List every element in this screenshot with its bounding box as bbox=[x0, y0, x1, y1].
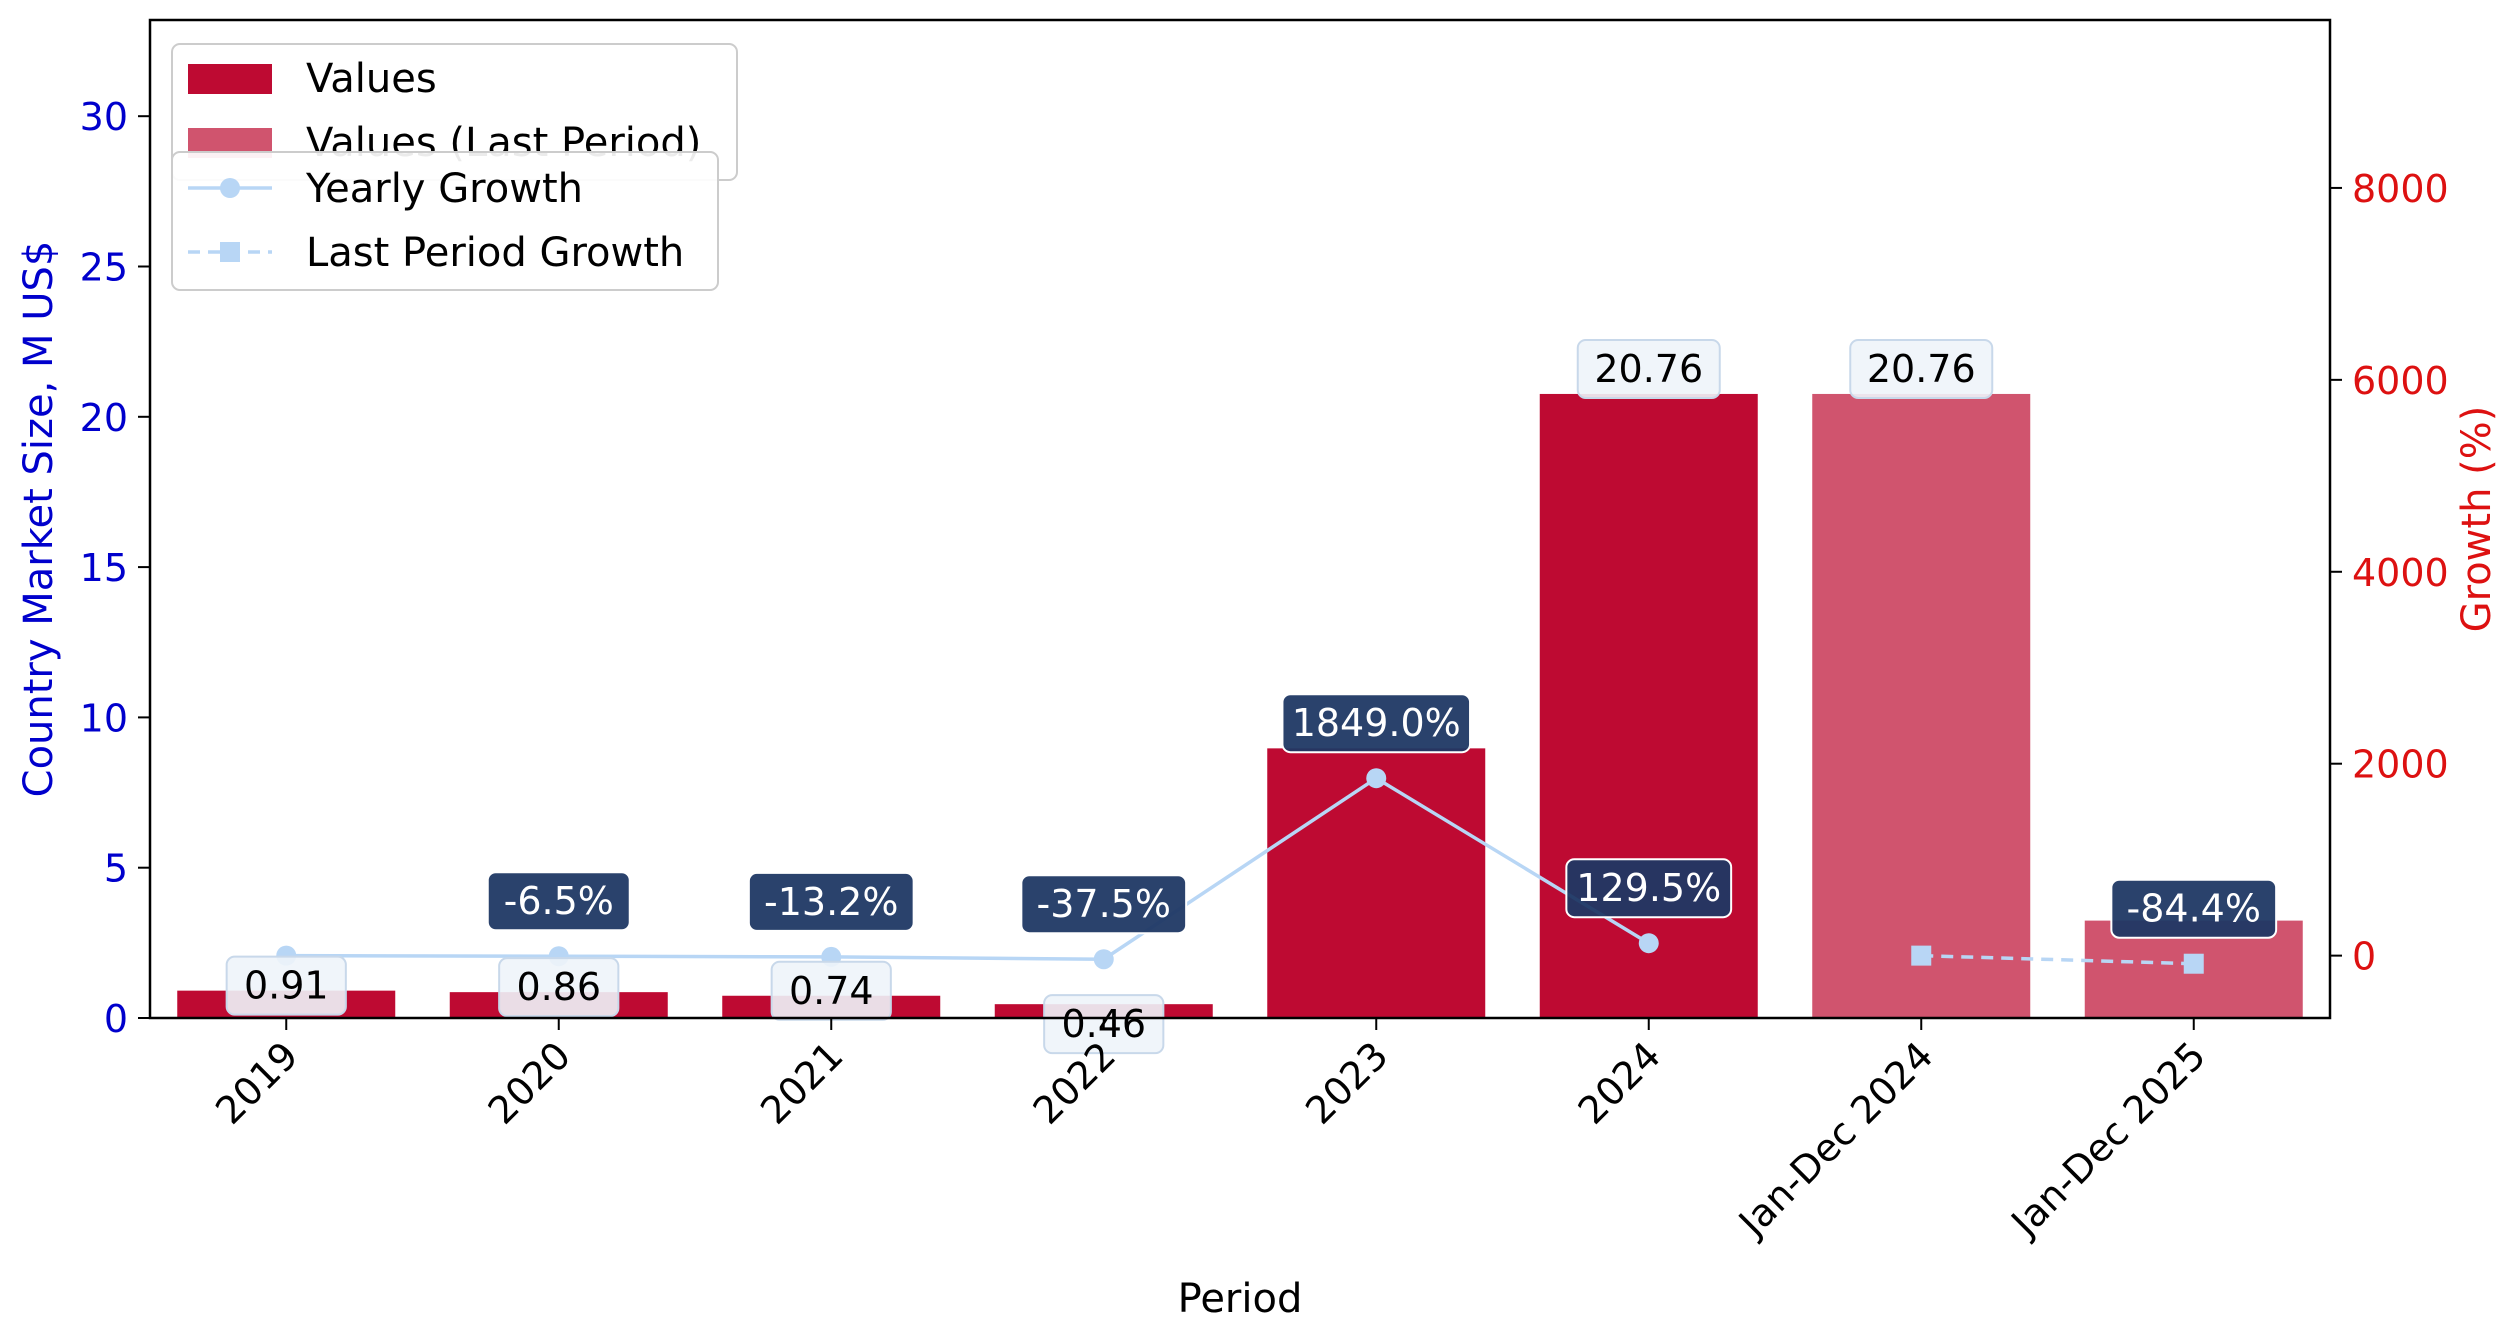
growth-label-2-4-group: 1849.0% bbox=[1281, 693, 1472, 754]
x-tick-label-6: Jan-Dec 2024 bbox=[1729, 1033, 1942, 1246]
legend-label-3: Last Period Growth bbox=[306, 230, 684, 276]
bar-0-5 bbox=[1539, 393, 1758, 1018]
y-tick-label-6: 30 bbox=[80, 95, 128, 139]
y2-axis-title: Growth (%) bbox=[2454, 406, 2500, 633]
value-label-0-0-box bbox=[225, 955, 347, 1016]
x-tick-label-7: Jan-Dec 2025 bbox=[2002, 1033, 2215, 1246]
legend-lines-box bbox=[171, 151, 719, 291]
y-axis-title: Country Market Size, M US$ bbox=[16, 241, 62, 798]
growth-label-2-1: -6.5% bbox=[504, 879, 614, 923]
growth-lines-group bbox=[276, 768, 2204, 974]
legend-label-2: Yearly Growth bbox=[305, 166, 583, 212]
value-label-0-1: 0.86 bbox=[516, 965, 601, 1009]
value-label-1-6: 20.76 bbox=[1867, 347, 1976, 391]
marker-3-0 bbox=[1911, 945, 1932, 966]
y2-tick-label-0: 0 bbox=[2352, 935, 2376, 979]
line-2 bbox=[286, 776, 1650, 961]
growth-label-2-3-group: -37.5% bbox=[1020, 874, 1188, 935]
value-label-1-6-group: 20.76 bbox=[1849, 338, 1994, 399]
growth-label-2-4-box bbox=[1281, 693, 1472, 754]
value-label-0-5-group: 20.76 bbox=[1576, 338, 1721, 399]
y-tick-label-4: 20 bbox=[80, 396, 128, 440]
bar-0-4 bbox=[1267, 748, 1486, 1018]
growth-label-3-7-group: -84.4% bbox=[2110, 878, 2278, 939]
growth-label-3-7: -84.4% bbox=[2127, 887, 2261, 931]
x-axis-title: Period bbox=[1178, 1276, 1303, 1322]
value-label-0-1-group: 0.86 bbox=[498, 957, 620, 1018]
marker-2-5 bbox=[1638, 933, 1659, 954]
y-tick-label-0: 0 bbox=[104, 997, 128, 1041]
legend-marker-3 bbox=[220, 242, 240, 262]
y-tick-label-1: 5 bbox=[104, 847, 128, 891]
value-label-1-6-box bbox=[1849, 338, 1994, 399]
marker-2-3 bbox=[1093, 949, 1114, 970]
growth-label-2-1-group: -6.5% bbox=[486, 871, 631, 932]
y2-tick-label-4: 8000 bbox=[2352, 167, 2449, 211]
value-label-0-2: 0.74 bbox=[789, 969, 874, 1013]
value-label-0-0-group: 0.91 bbox=[225, 955, 347, 1016]
growth-label-2-3-box bbox=[1020, 874, 1188, 935]
legend-marker-2 bbox=[220, 178, 240, 198]
legend-swatch-0 bbox=[188, 64, 272, 94]
growth-label-2-5: 129.5% bbox=[1576, 866, 1721, 910]
y2-tick-label-1: 2000 bbox=[2352, 743, 2449, 787]
value-label-0-5: 20.76 bbox=[1594, 347, 1703, 391]
growth-label-2-5-group: 129.5% bbox=[1565, 858, 1733, 919]
y2-tick-label-3: 6000 bbox=[2352, 359, 2449, 403]
growth-label-2-2: -13.2% bbox=[764, 880, 898, 924]
legend-label-0: Values bbox=[306, 56, 437, 102]
growth-label-2-3: -37.5% bbox=[1037, 882, 1171, 926]
growth-label-2-4: 1849.0% bbox=[1292, 701, 1461, 745]
x-tick-label-1: 2020 bbox=[480, 1033, 580, 1133]
x-tick-label-5: 2024 bbox=[1570, 1033, 1670, 1133]
growth-label-2-2-group: -13.2% bbox=[747, 871, 915, 932]
marker-3-1 bbox=[2183, 953, 2204, 974]
y-tick-label-3: 15 bbox=[80, 546, 128, 590]
y-tick-label-5: 25 bbox=[80, 245, 128, 289]
value-label-0-1-box bbox=[498, 957, 620, 1018]
value-label-0-0: 0.91 bbox=[244, 964, 329, 1008]
value-label-0-5-box bbox=[1576, 338, 1721, 399]
plot-frame bbox=[148, 18, 2332, 1020]
y-tick-label-2: 10 bbox=[80, 696, 128, 740]
growth-label-2-1-box bbox=[486, 871, 631, 932]
bars-group bbox=[177, 393, 2303, 1018]
x-tick-label-2: 2021 bbox=[752, 1033, 852, 1133]
x-tick-label-4: 2023 bbox=[1297, 1033, 1397, 1133]
growth-label-3-7-box bbox=[2110, 878, 2278, 939]
value-label-0-2-group: 0.74 bbox=[770, 960, 892, 1021]
growth-label-2-2-box bbox=[747, 871, 915, 932]
bar-1-6 bbox=[1812, 393, 2031, 1018]
x-tick-label-0: 2019 bbox=[207, 1033, 307, 1133]
line-3 bbox=[1921, 953, 2194, 966]
marker-2-4 bbox=[1366, 768, 1387, 789]
y2-tick-label-2: 4000 bbox=[2352, 551, 2449, 595]
growth-label-2-5-box bbox=[1565, 858, 1733, 919]
